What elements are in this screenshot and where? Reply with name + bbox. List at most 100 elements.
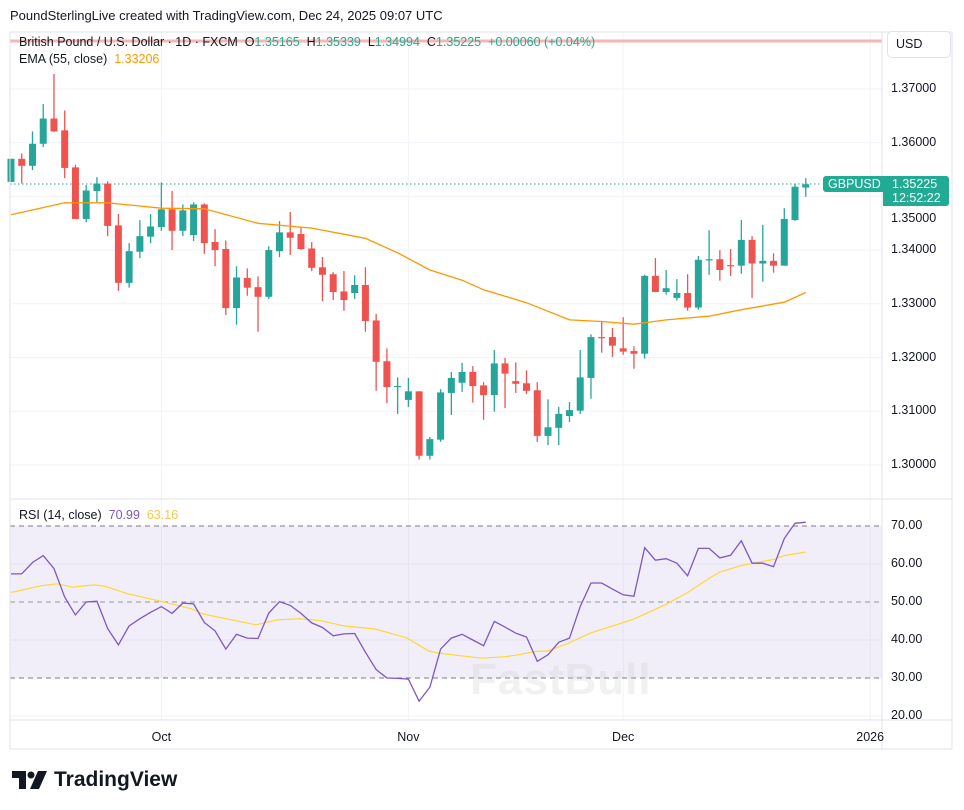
price-tick-label: 1.32000 [891,349,937,364]
candle-down [469,366,477,403]
open-value: 1.35165 [254,35,300,49]
candle-up [39,104,47,147]
candle-down [608,327,616,357]
candle-down [480,382,488,420]
rsi-bands [10,525,882,679]
candle-up [662,269,670,295]
candle-up [447,371,455,415]
candle-down [415,391,423,460]
candle-body [104,183,112,226]
candle-down [383,348,391,404]
candle-body [523,383,531,391]
currency-button[interactable]: USD [887,31,951,58]
candle-body [190,204,198,236]
candle-body [598,337,606,339]
time-tick-label: Dec [612,730,635,744]
candle-up [555,406,563,446]
chart-credit: PoundSterlingLive created with TradingVi… [10,8,443,23]
candle-body [630,351,638,354]
candle-body [458,371,466,383]
candle-up [351,275,359,299]
ema-label: EMA (55, close) [19,52,108,66]
candle-body [50,118,58,132]
candle-body [383,361,391,388]
rsi-value: 70.99 [108,508,140,522]
rsi-legend[interactable]: RSI (14, close) 70.99 63.16 [19,508,178,522]
low-value: 1.34994 [374,35,420,49]
candle-down [222,240,230,316]
bar-countdown: 12:52:22 [892,191,941,205]
candle-down [50,73,58,132]
candle-up [7,158,15,182]
candle-up [82,185,90,223]
candle-body [222,249,230,309]
candle-body [233,277,241,309]
candle-up [179,204,187,237]
candle-up [458,362,466,392]
candle-body [200,204,208,244]
candle-body [308,248,316,268]
candle-body [297,233,305,250]
candle-up [404,377,412,407]
candle-down [308,242,316,272]
price-tick-label: 1.31000 [891,403,937,418]
rsi-tick-label: 50.00 [891,594,923,608]
candle-down [630,346,638,369]
candle-body [565,410,573,417]
candle-up [587,334,595,399]
open-label: O [244,35,255,49]
candle-body [211,242,219,251]
candle-up [437,389,445,442]
candle-down [598,320,606,353]
candle-body [619,348,627,352]
candle-down [200,203,208,254]
time-tick-label: 2026 [856,730,885,744]
candle-body [684,293,692,308]
rsi-tick-label: 70.00 [891,518,923,532]
candle-down [770,253,778,273]
candle-body [372,320,380,362]
high-label: H [306,35,316,49]
logo-text: TradingView [54,768,178,791]
candle-up [426,436,434,460]
candle-body [662,288,670,292]
candle-down [748,236,756,298]
candle-body [318,267,326,275]
candle-body [404,391,412,400]
candle-body [329,274,337,292]
candle-down [286,211,294,255]
candle-body [82,190,90,219]
candle-up [737,220,745,274]
rsi-ma-value: 63.16 [146,508,179,522]
candle-body [286,232,294,238]
time-tick-label: Oct [151,730,172,744]
tradingview-logo[interactable]: TradingView [12,768,177,792]
candle-body [512,381,520,384]
candle-body [179,210,187,231]
candle-body [544,427,552,436]
candle-up [705,230,713,275]
price-tick-label: 1.37000 [891,81,937,95]
candle-up [28,131,36,171]
candle-body [147,226,155,237]
candle-down [340,271,348,311]
candle-body [361,285,369,321]
candle-body [716,259,724,270]
candle-up [276,221,283,258]
candle-down [361,267,369,332]
candle-body [7,158,15,182]
symbol-legend[interactable]: British Pound / U.S. Dollar · 1D · FXCM … [19,35,595,49]
price-tick-label: 1.35000 [891,211,937,225]
change-value: +0.00060 (+0.04%) [488,35,596,49]
close-value: 1.35225 [435,35,482,49]
candle-body [469,371,477,386]
candle-body [136,236,144,252]
price-tick-label: 1.33000 [891,295,937,310]
candle-down [501,358,509,408]
last-price-tag: 1.35225 12:52:22 [883,176,949,206]
candle-body [254,287,262,297]
candle-body [351,285,359,294]
candle-body [673,293,681,298]
ema-legend[interactable]: EMA (55, close) 1.33206 [19,52,159,66]
